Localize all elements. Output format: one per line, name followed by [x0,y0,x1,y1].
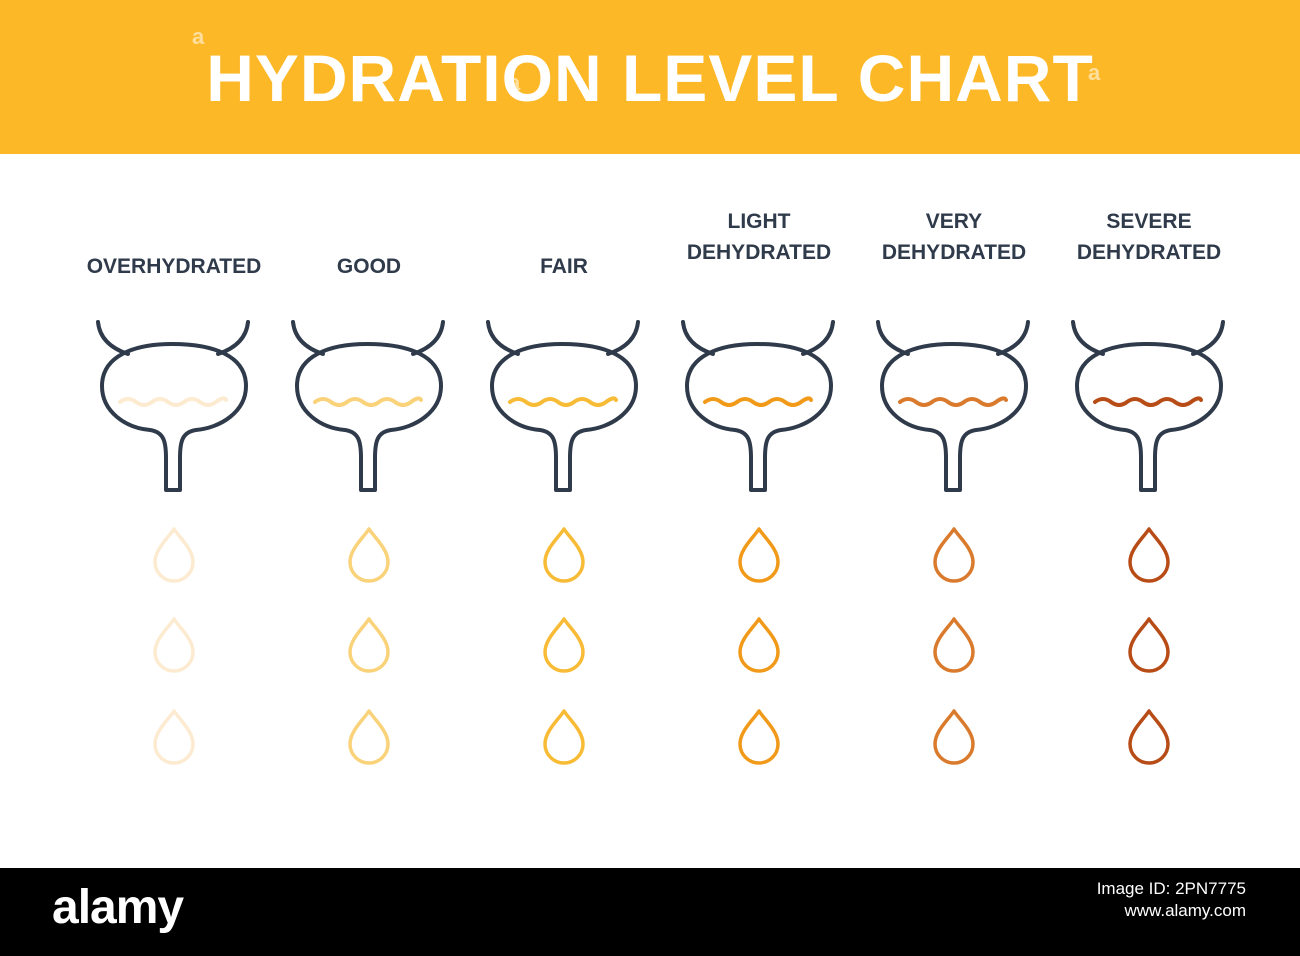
watermark-mark: a [1088,60,1101,85]
drop-icon [933,709,975,765]
drop-icon [543,617,585,673]
level-label-line: LIGHT [727,210,791,233]
level-label-line: DEHYDRATED [686,241,832,264]
level-label: VERY DEHYDRATED [846,206,1062,268]
drop-icon [1128,709,1170,765]
bladder-icon [291,320,445,492]
header-banner: a a a HYDRATION LEVEL CHART [0,0,1300,154]
drop-icon [543,709,585,765]
bladder-icon [1071,320,1225,492]
drop-icon [348,617,390,673]
drop-icon [933,527,975,583]
level-label-line: VERY [925,210,983,233]
image-code: Image ID: 2PN7775 www.alamy.com [1097,878,1246,922]
footer-bar: alamy Image ID: 2PN7775 www.alamy.com [0,868,1300,956]
drop-icon [348,709,390,765]
site-url: www.alamy.com [1124,901,1246,920]
hydration-level-column: OVERHYDRATED [76,154,272,868]
level-label: LIGHT DEHYDRATED [651,206,867,268]
hydration-level-column: LIGHT DEHYDRATED [661,154,857,868]
drop-icon [543,527,585,583]
bladder-icon [96,320,250,492]
bladder-icon [681,320,835,492]
drop-icon [1128,527,1170,583]
level-label: SEVERE DEHYDRATED [1041,206,1257,268]
drop-icon [153,709,195,765]
level-label-line: DEHYDRATED [1076,241,1222,264]
hydration-level-column: SEVERE DEHYDRATED [1051,154,1247,868]
chart-title: HYDRATION LEVEL CHART [206,41,1094,115]
watermark-mark: a [192,24,205,49]
drop-icon [153,617,195,673]
alamy-logo: alamy [52,881,184,934]
drop-icon [933,617,975,673]
drop-icon [153,527,195,583]
drop-icon [1128,617,1170,673]
level-label-line: SEVERE [1106,210,1192,233]
level-label: FAIR [540,255,588,278]
level-label: OVERHYDRATED [86,255,262,278]
bladder-icon [486,320,640,492]
drop-icon [348,527,390,583]
drop-icon [738,527,780,583]
drop-icon [738,709,780,765]
image-id: Image ID: 2PN7775 [1096,879,1246,898]
bladder-icon [876,320,1030,492]
watermark-mark: a [508,70,521,95]
level-label-line: DEHYDRATED [881,241,1027,264]
hydration-level-column: GOOD [271,154,467,868]
hydration-level-column: VERY DEHYDRATED [856,154,1052,868]
hydration-level-column: FAIR [466,154,662,868]
level-label: GOOD [336,255,402,278]
drop-icon [738,617,780,673]
